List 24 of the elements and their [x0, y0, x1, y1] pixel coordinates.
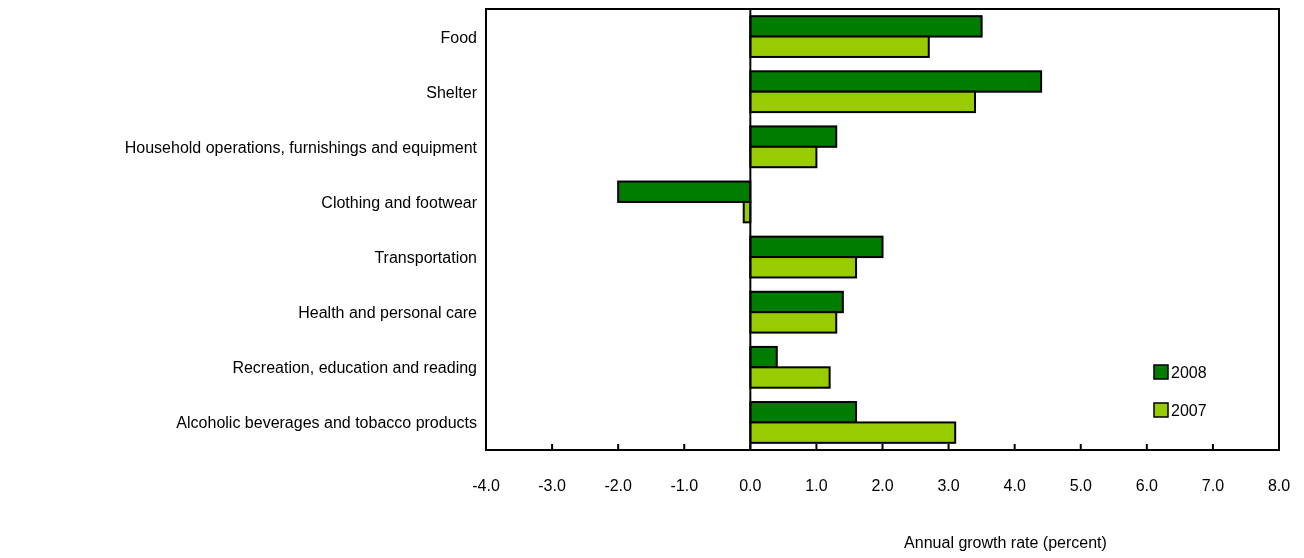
x-tick-label: 5.0: [1069, 477, 1092, 494]
y-tick-label: Recreation, education and reading: [232, 359, 477, 377]
x-tick-label: 8.0: [1267, 477, 1291, 494]
legend-label: 2008: [1171, 364, 1207, 381]
x-tick-label: 2.0: [871, 477, 894, 494]
x-tick-label: -3.0: [538, 477, 566, 494]
x-tick-label: 3.0: [937, 477, 960, 494]
y-tick-label: Alcoholic beverages and tobacco products: [176, 414, 477, 432]
x-tick-label: 4.0: [1003, 477, 1026, 494]
legend-label: 2007: [1171, 402, 1207, 419]
y-tick-label: Food: [440, 28, 477, 46]
x-tick-label: 6.0: [1135, 477, 1159, 494]
y-tick-label: Health and personal care: [298, 304, 478, 322]
x-tick-label: -4.0: [472, 477, 500, 494]
x-tick-label: 0.0: [739, 477, 762, 494]
x-tick-label: 7.0: [1201, 477, 1225, 494]
x-tick-label: -1.0: [670, 477, 699, 494]
x-axis-title: Annual growth rate (percent): [904, 534, 1107, 551]
x-tick-label: 1.0: [805, 477, 828, 494]
x-tick-label: -2.0: [604, 477, 633, 494]
y-tick-label: Clothing and footwear: [321, 193, 478, 211]
y-tick-label: Transportation: [374, 249, 477, 267]
y-tick-label: Household operations, furnishings and equipment: [124, 138, 478, 156]
y-tick-label: Shelter: [426, 83, 478, 101]
